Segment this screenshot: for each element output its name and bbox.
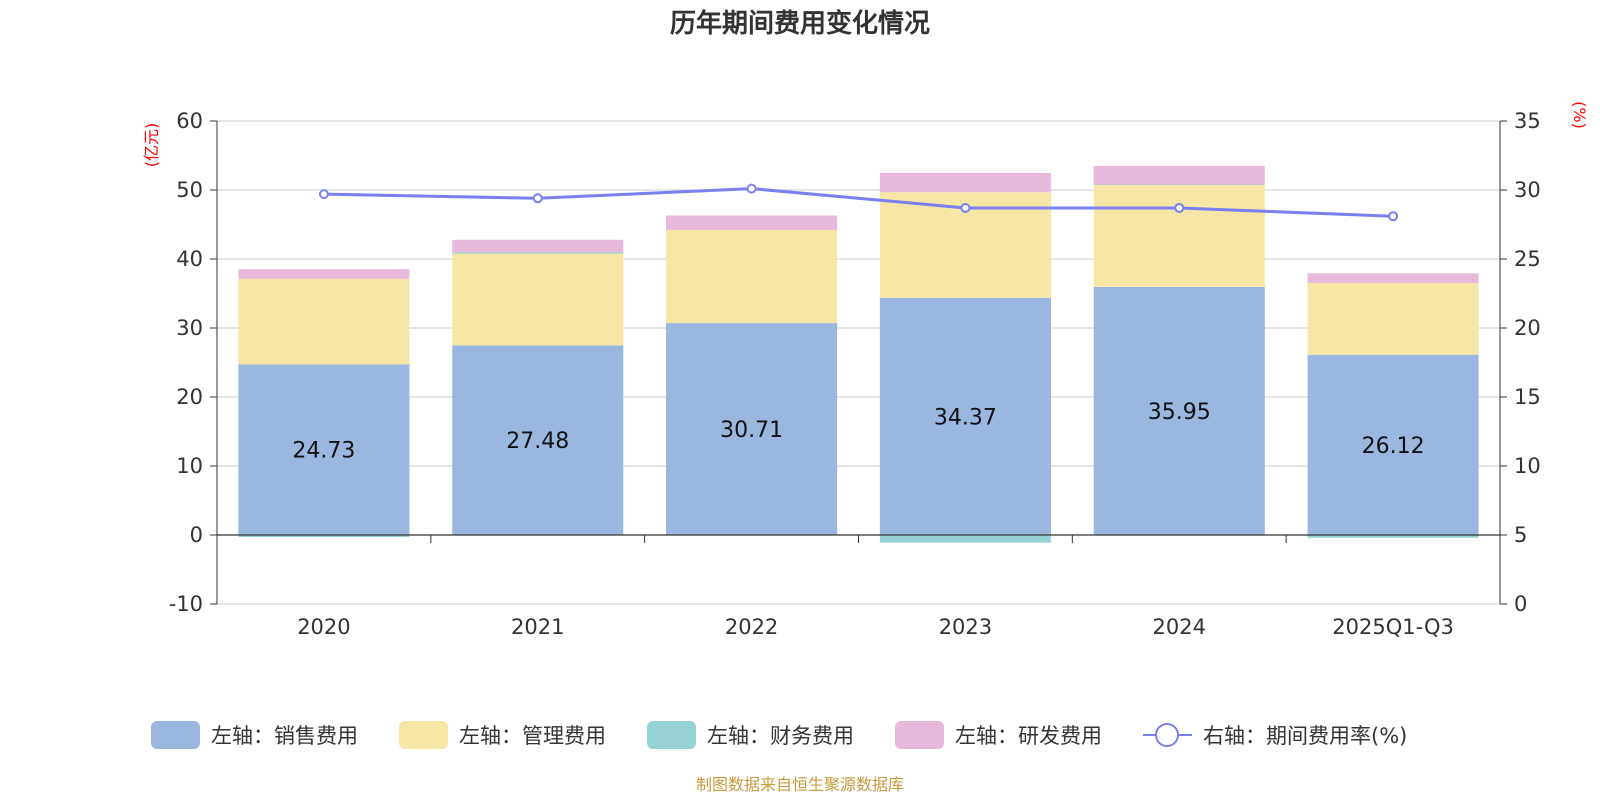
bar-segment — [879, 535, 1051, 543]
bar-segment — [452, 253, 624, 346]
legend-label: 左轴：财务费用 — [707, 724, 854, 748]
legend-swatch — [151, 721, 200, 749]
left-tick-label: -10 — [169, 592, 203, 616]
bar-value-label: 26.12 — [1362, 434, 1425, 459]
legend-swatch — [399, 721, 448, 749]
right-tick-label: 25 — [1514, 247, 1541, 271]
bar-segment — [1093, 184, 1265, 287]
left-tick-label: 30 — [176, 316, 203, 340]
bar-segment — [238, 364, 410, 535]
legend-label: 左轴：管理费用 — [459, 724, 606, 748]
right-tick-label: 10 — [1514, 454, 1541, 478]
right-tick-label: 20 — [1514, 316, 1541, 340]
rate-point — [532, 193, 543, 204]
labels-layer: 24.73 27.48 30.71 34.37 35.95 26.12 — [292, 400, 1424, 464]
bar-segment — [238, 278, 410, 365]
bar-segment — [1307, 283, 1479, 355]
bar-segment — [238, 269, 410, 279]
x-tick-label: 2024 — [1153, 615, 1206, 639]
legend-label: 左轴：销售费用 — [211, 724, 358, 748]
bar-segment — [879, 172, 1051, 193]
bar-value-label: 27.48 — [506, 429, 569, 454]
bar-segment — [452, 345, 624, 535]
bar-segment — [452, 252, 624, 254]
bar-segment — [238, 535, 410, 538]
rate-point — [318, 189, 329, 200]
right-tick-label: 30 — [1514, 178, 1541, 202]
bar-segment — [452, 239, 624, 253]
bar-value-label: 35.95 — [1148, 400, 1211, 425]
legend-label: 左轴：研发费用 — [955, 724, 1102, 748]
right-tick-label: 35 — [1514, 109, 1541, 133]
legend-label: 右轴：期间费用率(%) — [1203, 724, 1407, 748]
left-axis-unit: (亿元) — [142, 123, 161, 168]
rate-point — [960, 202, 971, 213]
bar-segment — [1307, 354, 1479, 535]
x-tick-label: 2020 — [297, 615, 350, 639]
x-tick-label: 2025Q1-Q3 — [1332, 615, 1454, 639]
left-tick-label: 40 — [176, 247, 203, 271]
right-tick-label: 15 — [1514, 385, 1541, 409]
left-tick-label: 20 — [176, 385, 203, 409]
bar-segment — [666, 229, 838, 324]
x-tick-label: 2022 — [725, 615, 778, 639]
bar-value-label: 30.71 — [720, 418, 783, 443]
right-axis-unit: (%) — [1570, 101, 1589, 129]
bar-segment — [666, 323, 838, 535]
left-tick-label: 10 — [176, 454, 203, 478]
bar-segment — [1307, 273, 1479, 284]
rate-point — [1174, 202, 1185, 213]
rate-point — [1388, 211, 1399, 222]
x-tick-label: 2021 — [511, 615, 564, 639]
bar-segment — [1307, 535, 1479, 538]
bar-segment — [666, 215, 838, 230]
rate-line-layer — [318, 183, 1399, 222]
chart-title: 历年期间费用变化情况 — [670, 8, 930, 39]
left-tick-label: 50 — [176, 178, 203, 202]
left-tick-label: 0 — [190, 523, 203, 547]
rate-line — [323, 187, 1394, 218]
legend-circle-marker — [1155, 723, 1179, 747]
bar-value-label: 24.73 — [292, 439, 355, 464]
right-tick-label: 0 — [1514, 592, 1527, 616]
legend-swatch — [895, 721, 944, 749]
bar-segment — [1093, 165, 1265, 185]
rate-point — [746, 183, 757, 194]
left-tick-label: 60 — [176, 109, 203, 133]
source-note: 制图数据来自恒生聚源数据库 — [696, 775, 904, 794]
legend: 左轴：销售费用 左轴：管理费用 左轴：财务费用 左轴：研发费用 右轴：期间费用率(%) — [151, 721, 1407, 749]
bar-segment — [1093, 286, 1265, 535]
legend-swatch — [647, 721, 696, 749]
x-tick-label: 2023 — [939, 615, 992, 639]
right-tick-label: 5 — [1514, 523, 1527, 547]
bars-layer — [238, 165, 1479, 543]
bar-value-label: 34.37 — [934, 405, 997, 430]
bar-segment — [879, 297, 1051, 535]
bar-segment — [1093, 184, 1265, 185]
